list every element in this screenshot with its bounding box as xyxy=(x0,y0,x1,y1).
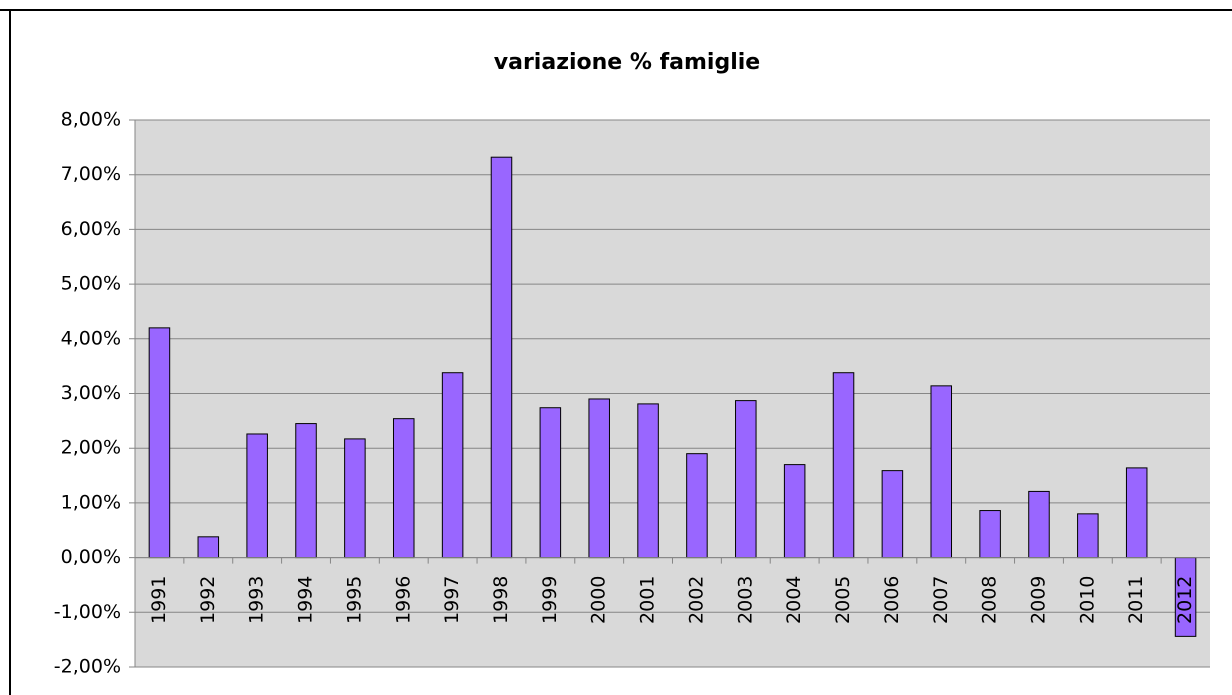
chart-title: variazione % famiglie xyxy=(494,50,760,75)
y-tick-label: 2,00% xyxy=(61,437,121,459)
bar xyxy=(441,372,464,559)
bar xyxy=(392,418,415,559)
bar xyxy=(637,403,659,559)
y-tick-label: -2,00% xyxy=(54,656,121,678)
x-tick-label: 1994 xyxy=(295,576,317,624)
bar xyxy=(979,510,1001,559)
x-tick-label: 1999 xyxy=(539,576,561,624)
bar xyxy=(735,400,757,559)
bar xyxy=(246,433,268,559)
bar xyxy=(686,453,708,559)
x-tick-label: 2006 xyxy=(881,576,903,624)
x-tick-label: 1995 xyxy=(343,576,365,624)
bar xyxy=(881,470,904,559)
bar xyxy=(148,327,171,559)
bar xyxy=(783,464,806,559)
x-tick-label: 1997 xyxy=(441,576,463,624)
y-tick-label: 4,00% xyxy=(61,327,121,349)
y-tick-label: 7,00% xyxy=(61,163,121,185)
bar xyxy=(490,156,513,559)
x-tick-label: 1991 xyxy=(148,576,170,624)
y-tick-label: 8,00% xyxy=(61,109,121,131)
x-tick-label: 1998 xyxy=(490,576,512,624)
x-tick-label: 2000 xyxy=(588,576,610,624)
x-tick-label: 2008 xyxy=(979,576,1001,624)
y-tick-label: -1,00% xyxy=(54,601,121,623)
bar xyxy=(197,536,220,559)
x-tick-label: 2004 xyxy=(783,576,805,624)
y-tick-label: 5,00% xyxy=(61,273,121,295)
bar xyxy=(588,398,610,559)
bar xyxy=(1125,467,1148,559)
bar xyxy=(832,372,855,559)
y-tick-label: 1,00% xyxy=(61,491,121,513)
x-tick-label: 2011 xyxy=(1125,576,1147,624)
y-tick-label: 3,00% xyxy=(61,382,121,404)
x-tick-label: 1996 xyxy=(392,576,414,624)
bar xyxy=(539,407,562,559)
x-tick-label: 2001 xyxy=(637,576,659,624)
x-tick-label: 2007 xyxy=(930,576,952,624)
x-tick-label: 2005 xyxy=(832,576,854,624)
x-tick-label: 2009 xyxy=(1027,576,1049,624)
x-tick-label: 1992 xyxy=(197,576,219,624)
bar xyxy=(295,423,317,559)
bar xyxy=(930,385,953,559)
x-tick-label: 2003 xyxy=(734,576,756,624)
bar xyxy=(1028,490,1050,559)
y-tick-label: 0,00% xyxy=(61,546,121,568)
x-tick-label: 2012 xyxy=(1174,576,1196,624)
x-tick-label: 2010 xyxy=(1076,576,1098,624)
x-tick-label: 2002 xyxy=(685,576,707,624)
x-tick-label: 1993 xyxy=(246,576,268,624)
bar xyxy=(344,438,366,559)
y-tick-label: 6,00% xyxy=(61,218,121,240)
bar xyxy=(1077,513,1099,559)
